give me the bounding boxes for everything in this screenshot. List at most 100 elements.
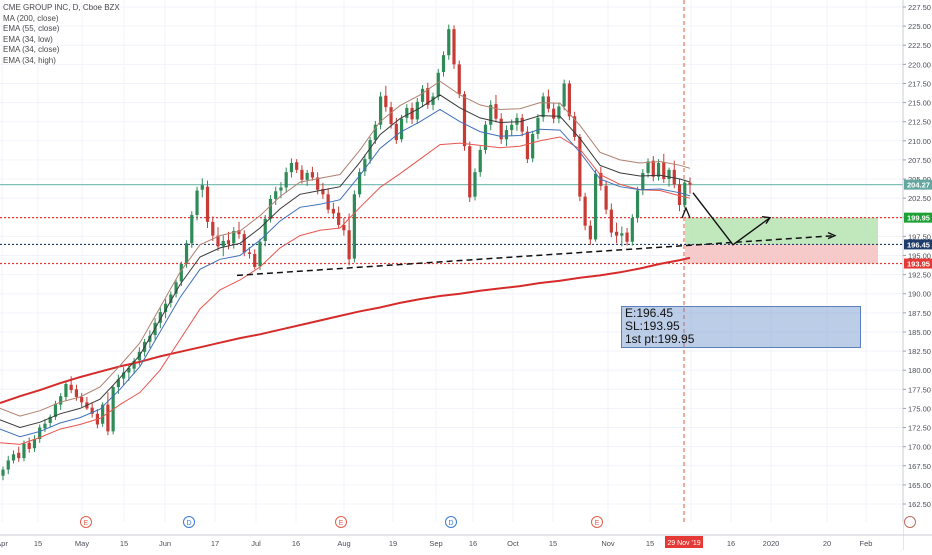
candle-body xyxy=(200,185,204,190)
candle-body xyxy=(268,198,273,219)
candle-body xyxy=(74,389,79,397)
candle xyxy=(384,85,388,112)
candle xyxy=(331,202,335,219)
candle xyxy=(174,279,178,298)
candle xyxy=(226,231,231,250)
candle xyxy=(609,203,613,238)
time-tick-label: 15 xyxy=(646,539,654,548)
badge-bg xyxy=(904,239,932,250)
candle-body xyxy=(253,253,257,267)
event-circle xyxy=(335,516,347,528)
profit-zone xyxy=(685,217,878,245)
candle xyxy=(426,82,430,109)
candle xyxy=(17,446,21,462)
candle xyxy=(363,154,367,176)
price-tick-label: 170.00 xyxy=(908,443,931,452)
candle-body xyxy=(378,96,383,125)
trade-annotation-box[interactable]: E:196.45 SL:193.95 1st pt:199.95 xyxy=(621,306,861,348)
candle xyxy=(410,102,414,124)
event-letter: E xyxy=(595,520,600,527)
candle-body xyxy=(184,243,189,264)
time-tick-label: 20 xyxy=(823,539,831,548)
event-circle xyxy=(80,516,92,528)
candle xyxy=(635,186,640,223)
candle xyxy=(253,249,257,270)
candle-body xyxy=(221,240,225,247)
price-tick-label: 177.50 xyxy=(908,385,931,394)
candle xyxy=(489,100,493,131)
candle-body xyxy=(630,218,634,242)
candle xyxy=(195,186,199,221)
price-tick-label: 162.50 xyxy=(908,500,931,509)
price-tick-label: 220.00 xyxy=(908,60,931,69)
price-tick-label: 205.00 xyxy=(908,175,931,184)
candle-body xyxy=(205,186,210,222)
candle xyxy=(6,455,10,475)
candle xyxy=(594,169,598,242)
candle xyxy=(352,190,356,263)
candle xyxy=(447,24,451,60)
crosshair-date-label: 29 Nov '19 xyxy=(667,540,700,547)
price-tick-label: 227.50 xyxy=(908,3,931,12)
badge-bg xyxy=(904,212,932,223)
candle xyxy=(688,177,692,194)
loss-zone xyxy=(685,244,878,264)
price-tick-label: 172.50 xyxy=(908,424,931,433)
candle-body xyxy=(552,108,556,119)
badge-label: 199.95 xyxy=(907,214,930,223)
candle-body xyxy=(483,124,488,150)
candle xyxy=(573,111,577,141)
candle-body xyxy=(279,187,283,191)
candle-body xyxy=(211,221,215,236)
candle-body xyxy=(158,312,162,323)
candle xyxy=(263,214,267,247)
candle-body xyxy=(122,372,126,379)
candle xyxy=(373,120,377,144)
candle xyxy=(305,169,309,186)
legend-ema55: EMA (55, close) xyxy=(3,24,60,33)
candle-body xyxy=(441,55,446,72)
candle-body xyxy=(373,124,377,141)
candle xyxy=(483,120,488,154)
candle xyxy=(258,238,262,271)
candle-body xyxy=(510,124,514,131)
candle-body xyxy=(43,423,47,429)
price-axis-bg xyxy=(903,0,932,550)
candle-body xyxy=(274,191,278,199)
candle xyxy=(405,104,409,124)
candle-body xyxy=(216,235,220,247)
candle-body xyxy=(80,396,84,403)
candle-body xyxy=(106,404,110,432)
candle-body xyxy=(468,146,472,198)
time-tick-label: 16 xyxy=(727,539,735,548)
event-letter: E xyxy=(339,520,344,527)
candle-body xyxy=(263,218,267,241)
axis-event-circle xyxy=(904,516,916,528)
candle xyxy=(531,130,535,163)
candle-body xyxy=(452,29,456,65)
price-tick-label: 210.00 xyxy=(908,137,931,146)
candle xyxy=(64,381,68,401)
candle xyxy=(310,166,315,181)
candle-body xyxy=(426,88,430,105)
time-tick-label: 15 xyxy=(549,539,557,548)
candle-body xyxy=(583,196,587,226)
candle-body xyxy=(410,107,414,120)
stoploss-label: SL:193.95 xyxy=(625,319,680,333)
event-marker-E: E xyxy=(591,516,603,528)
candle-body xyxy=(641,172,645,191)
candle-body xyxy=(573,116,577,137)
time-tick-label: Jun xyxy=(159,539,171,548)
time-tick-label: 17 xyxy=(211,539,219,548)
candle xyxy=(237,221,241,239)
candle-body xyxy=(59,396,63,405)
candle-body xyxy=(358,172,362,195)
time-tick-label: 2020 xyxy=(763,539,780,548)
candle-body xyxy=(195,190,199,215)
candle-body xyxy=(22,443,26,459)
candle-body xyxy=(316,177,320,190)
candle xyxy=(358,168,362,198)
candle-body xyxy=(436,72,440,97)
